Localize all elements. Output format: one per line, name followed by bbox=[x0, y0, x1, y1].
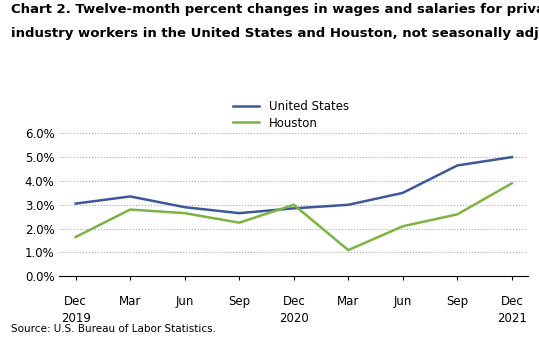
Text: 2019: 2019 bbox=[61, 312, 91, 325]
Text: Sep: Sep bbox=[228, 295, 250, 308]
Houston bbox=[236, 221, 243, 225]
Text: industry workers in the United States and Houston, not seasonally adjusted: industry workers in the United States an… bbox=[11, 27, 539, 40]
Legend: United States, Houston: United States, Houston bbox=[233, 100, 349, 130]
Text: Dec: Dec bbox=[64, 295, 87, 308]
United States bbox=[127, 194, 134, 198]
Houston bbox=[509, 181, 515, 185]
Text: Sep: Sep bbox=[446, 295, 468, 308]
Line: United States: United States bbox=[75, 157, 512, 213]
Text: Mar: Mar bbox=[337, 295, 360, 308]
Text: 2021: 2021 bbox=[497, 312, 527, 325]
Text: Chart 2. Twelve-month percent changes in wages and salaries for private: Chart 2. Twelve-month percent changes in… bbox=[11, 3, 539, 17]
Text: Source: U.S. Bureau of Labor Statistics.: Source: U.S. Bureau of Labor Statistics. bbox=[11, 324, 216, 334]
Text: Jun: Jun bbox=[393, 295, 412, 308]
United States bbox=[291, 206, 297, 210]
Line: Houston: Houston bbox=[75, 183, 512, 250]
Houston bbox=[182, 211, 188, 215]
Houston bbox=[72, 235, 79, 239]
Text: Jun: Jun bbox=[176, 295, 194, 308]
United States bbox=[399, 191, 406, 195]
Text: Dec: Dec bbox=[501, 295, 523, 308]
Houston bbox=[345, 248, 351, 252]
Text: 2020: 2020 bbox=[279, 312, 309, 325]
Houston bbox=[454, 212, 460, 216]
United States bbox=[236, 211, 243, 215]
United States bbox=[345, 203, 351, 207]
Text: Mar: Mar bbox=[119, 295, 141, 308]
United States bbox=[182, 205, 188, 209]
United States bbox=[72, 202, 79, 206]
Houston bbox=[291, 203, 297, 207]
Houston bbox=[127, 208, 134, 212]
United States bbox=[509, 155, 515, 159]
Houston bbox=[399, 224, 406, 228]
Text: Dec: Dec bbox=[282, 295, 305, 308]
United States bbox=[454, 163, 460, 167]
